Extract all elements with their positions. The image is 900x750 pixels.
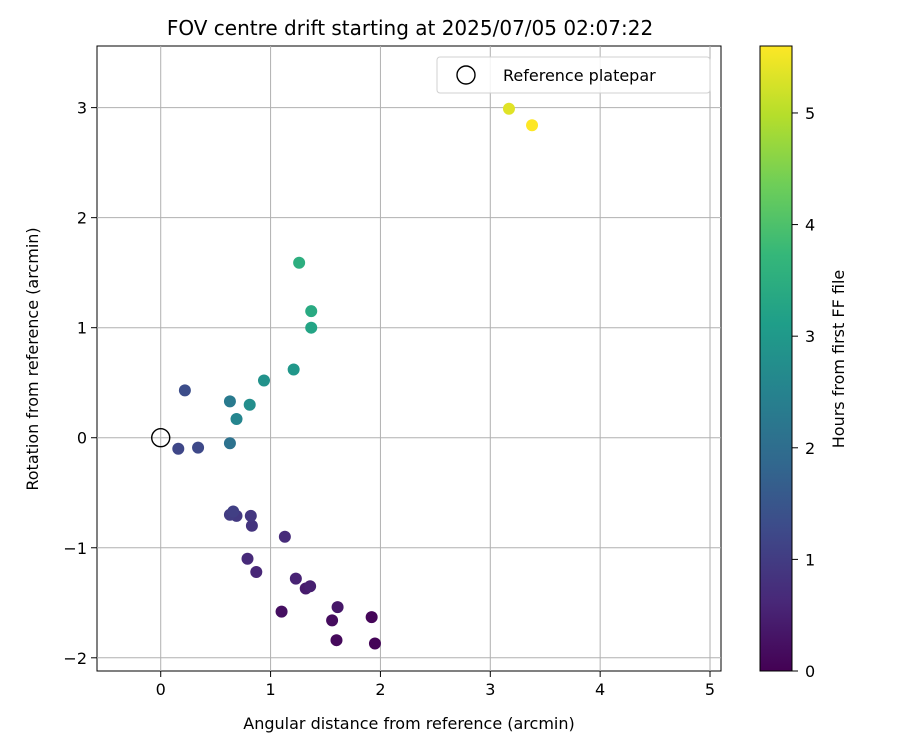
data-point [223, 437, 236, 450]
y-tick-label: 3 [77, 99, 87, 118]
points-layer [172, 102, 539, 650]
plot-area: 0 1 2 3 4 5 −2 −1 0 1 2 3 [63, 45, 722, 699]
data-point [526, 119, 539, 132]
data-point [250, 565, 263, 578]
legend-marker-reference [456, 65, 476, 85]
y-tick-label: 0 [77, 429, 87, 448]
x-tick-label: 5 [705, 680, 715, 699]
data-point [244, 509, 257, 522]
reference-platepar-marker [151, 428, 171, 448]
data-point [227, 505, 240, 518]
colorbar: 0 1 2 3 4 5 Hours from first FF file [759, 45, 848, 681]
data-point [368, 637, 381, 650]
x-tick-label: 0 [156, 680, 166, 699]
data-point [243, 398, 256, 411]
reference-layer [151, 428, 171, 448]
legend-label-reference: Reference platepar [503, 66, 656, 85]
x-ticks: 0 1 2 3 4 5 [156, 671, 715, 699]
data-point [502, 102, 515, 115]
data-point [241, 552, 254, 565]
x-tick-label: 4 [595, 680, 605, 699]
grid-layer [97, 46, 721, 671]
y-tick-label: −1 [63, 539, 87, 558]
colorbar-tick-label: 3 [805, 327, 815, 346]
data-point [245, 519, 258, 532]
y-tick-label: −2 [63, 649, 87, 668]
legend: Reference platepar [436, 56, 711, 94]
data-point [230, 413, 243, 426]
data-point [305, 305, 318, 318]
x-tick-label: 2 [375, 680, 385, 699]
colorbar-label: Hours from first FF file [829, 270, 848, 449]
axes-frame [96, 45, 722, 672]
colorbar-ticks: 0 1 2 3 4 5 [792, 104, 815, 681]
data-point [287, 363, 300, 376]
y-axis-label: Rotation from reference (arcmin) [23, 227, 42, 490]
data-point [275, 605, 288, 618]
data-point [192, 441, 205, 454]
y-tick-label: 2 [77, 209, 87, 228]
data-point [326, 614, 339, 627]
y-tick-label: 1 [77, 319, 87, 338]
colorbar-tick-label: 2 [805, 439, 815, 458]
data-point [178, 384, 191, 397]
data-point [365, 611, 378, 624]
data-point [330, 634, 343, 647]
x-tick-label: 3 [485, 680, 495, 699]
x-tick-label: 1 [265, 680, 275, 699]
colorbar-tick-label: 4 [805, 216, 815, 235]
data-point [304, 580, 317, 593]
x-axis-label: Angular distance from reference (arcmin) [243, 714, 574, 733]
data-point [305, 321, 318, 334]
colorbar-tick-label: 0 [805, 662, 815, 681]
colorbar-gradient [759, 45, 793, 672]
chart-title: FOV centre drift starting at 2025/07/05 … [167, 16, 653, 40]
data-point [223, 395, 236, 408]
legend-box [436, 56, 711, 94]
colorbar-tick-label: 5 [805, 104, 815, 123]
data-point [172, 442, 185, 455]
colorbar-tick-label: 1 [805, 550, 815, 569]
data-point [257, 374, 270, 387]
data-point [331, 601, 344, 614]
data-point [293, 256, 306, 269]
y-ticks: −2 −1 0 1 2 3 [63, 99, 97, 668]
data-point [289, 572, 302, 585]
data-point [278, 530, 291, 543]
